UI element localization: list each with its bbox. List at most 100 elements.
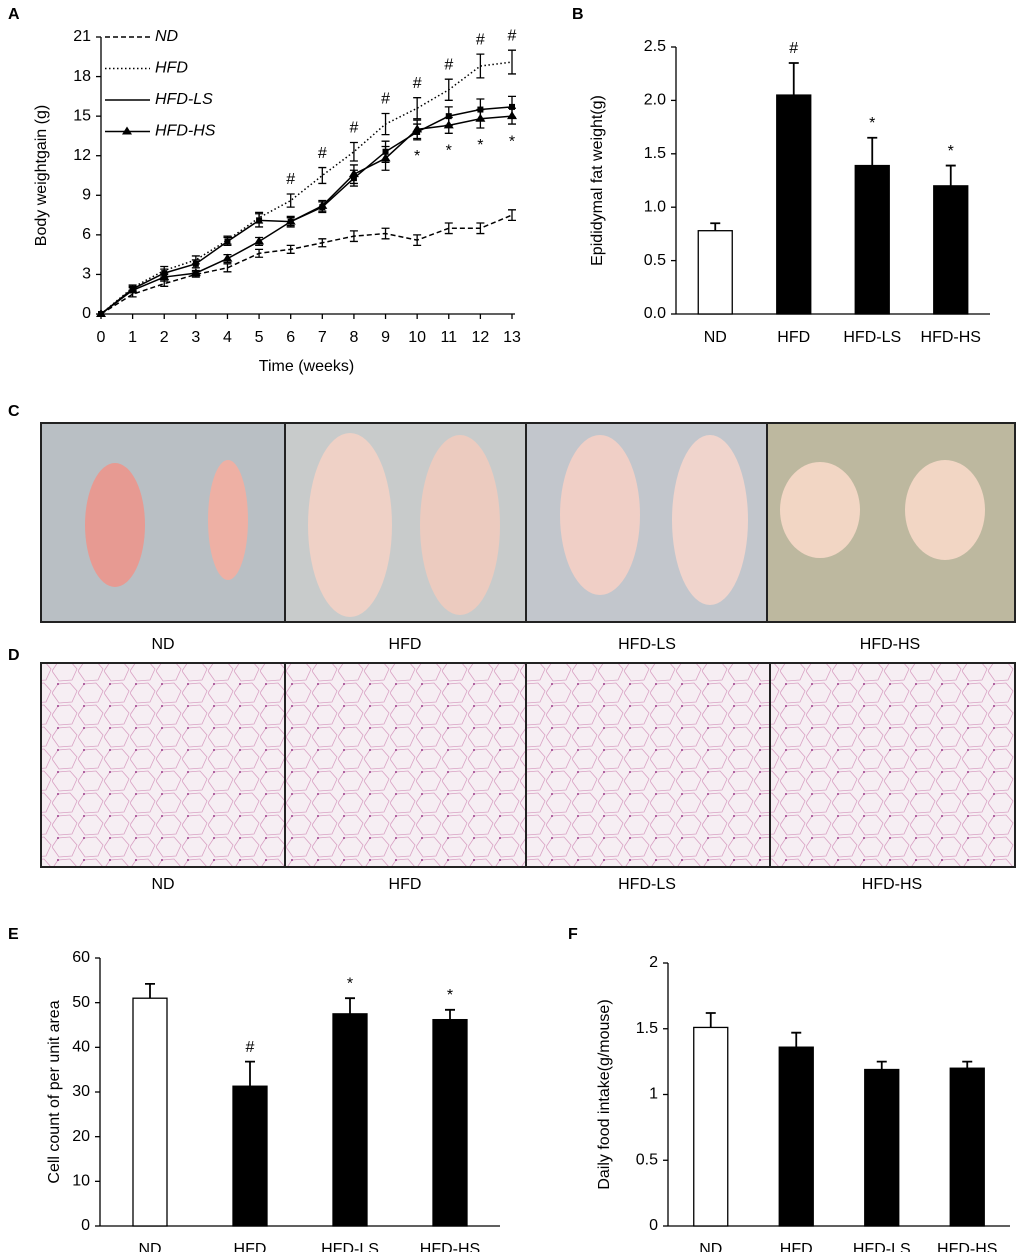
bar [776, 94, 812, 315]
y-tick-label: 20 [72, 1128, 90, 1145]
x-tick-label: 10 [408, 329, 426, 346]
x-tick-label: HFD-LS [843, 329, 901, 346]
error-bar [867, 136, 878, 166]
photo [525, 662, 771, 868]
photo-label: HFD-HS [862, 876, 922, 893]
x-tick-label: HFD-LS [321, 1241, 379, 1252]
y-tick-label: 6 [82, 226, 91, 243]
error-bar [413, 234, 422, 247]
bar [933, 185, 969, 315]
x-tick-label: HFD-HS [420, 1241, 480, 1252]
bar [854, 164, 890, 315]
tissue [208, 460, 248, 580]
y-tick-label: 1 [649, 1086, 658, 1103]
y-tick-label: 0 [649, 1217, 658, 1234]
significance-label: * [509, 133, 515, 150]
x-tick-label: HFD [780, 1241, 813, 1252]
tissue [308, 433, 392, 617]
y-tick-label: 30 [72, 1083, 90, 1100]
photo [284, 662, 527, 868]
x-tick-label: HFD [234, 1241, 267, 1252]
error-bar [245, 1060, 255, 1087]
marker [380, 153, 391, 162]
error-bar [476, 222, 485, 235]
marker [190, 268, 201, 277]
y-tick-label: 40 [72, 1039, 90, 1056]
photo-panel-d: D ND HFD HFD-LS HFD-HS [8, 647, 1016, 893]
x-tick-label: HFD-LS [853, 1241, 911, 1252]
error-bar [962, 1060, 973, 1069]
bar [332, 1013, 368, 1227]
bar [949, 1067, 985, 1227]
y-tick-label: 1.0 [644, 198, 666, 215]
legend-label: HFD-LS [155, 91, 213, 108]
marker [254, 236, 265, 245]
photo [40, 422, 286, 623]
x-tick-label: 12 [471, 329, 489, 346]
photo-label: ND [151, 636, 174, 653]
photo [40, 662, 286, 868]
x-tick-label: HFD-HS [937, 1241, 997, 1252]
y-tick-label: 2.5 [644, 38, 666, 55]
y-tick-label: 0.0 [644, 305, 666, 322]
error-bar [349, 141, 358, 162]
error-bar [318, 166, 327, 185]
x-tick-label: HFD [777, 329, 810, 346]
significance-label: * [869, 115, 875, 132]
error-bar [791, 1031, 802, 1048]
error-bar [476, 53, 485, 79]
x-axis-label: Time (weeks) [259, 358, 354, 375]
panel-letter: C [8, 403, 20, 420]
legend-label: HFD-HS [155, 123, 216, 140]
y-tick-label: 21 [73, 28, 91, 45]
photo-panel-c: C ND HFD HFD-LS HFD-HS [8, 403, 1016, 653]
marker [127, 285, 138, 294]
y-tick-label: 1.5 [636, 1020, 658, 1037]
x-tick-label: 0 [97, 329, 106, 346]
significance-label: * [447, 987, 453, 1004]
y-tick-label: 3 [82, 266, 91, 283]
significance-label: * [948, 143, 954, 160]
panel-letter: F [568, 926, 578, 943]
bar [432, 1018, 468, 1227]
bar [778, 1046, 814, 1227]
error-bar [381, 112, 390, 136]
y-axis-label: Body weightgain (g) [33, 105, 50, 246]
x-tick-label: 3 [191, 329, 200, 346]
marker [317, 200, 328, 209]
significance-label: * [414, 148, 420, 165]
bar [232, 1085, 268, 1227]
marker [348, 169, 359, 178]
marker [256, 217, 263, 224]
marker [222, 253, 233, 262]
series-line [100, 214, 513, 315]
bar [864, 1068, 900, 1227]
photo [769, 662, 1016, 868]
x-tick-label: 5 [255, 329, 264, 346]
error-bar [445, 1008, 455, 1020]
panel-letter: B [572, 6, 584, 23]
x-tick-label: ND [704, 329, 727, 346]
bar [697, 230, 733, 315]
marker [445, 113, 452, 120]
marker [509, 103, 515, 110]
error-bar [160, 280, 169, 287]
x-tick-label: ND [138, 1241, 161, 1252]
y-tick-label: 15 [73, 107, 91, 124]
tissue [672, 435, 748, 605]
legend-label: ND [155, 28, 179, 45]
legend-marker [122, 126, 132, 135]
error-bar [710, 222, 721, 231]
tissue [905, 460, 985, 560]
error-bar [345, 997, 355, 1014]
y-tick-label: 10 [72, 1173, 90, 1190]
tissue [420, 435, 500, 615]
x-tick-label: ND [699, 1241, 722, 1252]
error-bar [788, 62, 799, 96]
error-bar [508, 49, 516, 75]
error-bar [286, 244, 295, 254]
tissue [560, 435, 640, 595]
y-tick-label: 0 [81, 1217, 90, 1234]
y-tick-label: 0 [82, 305, 91, 322]
